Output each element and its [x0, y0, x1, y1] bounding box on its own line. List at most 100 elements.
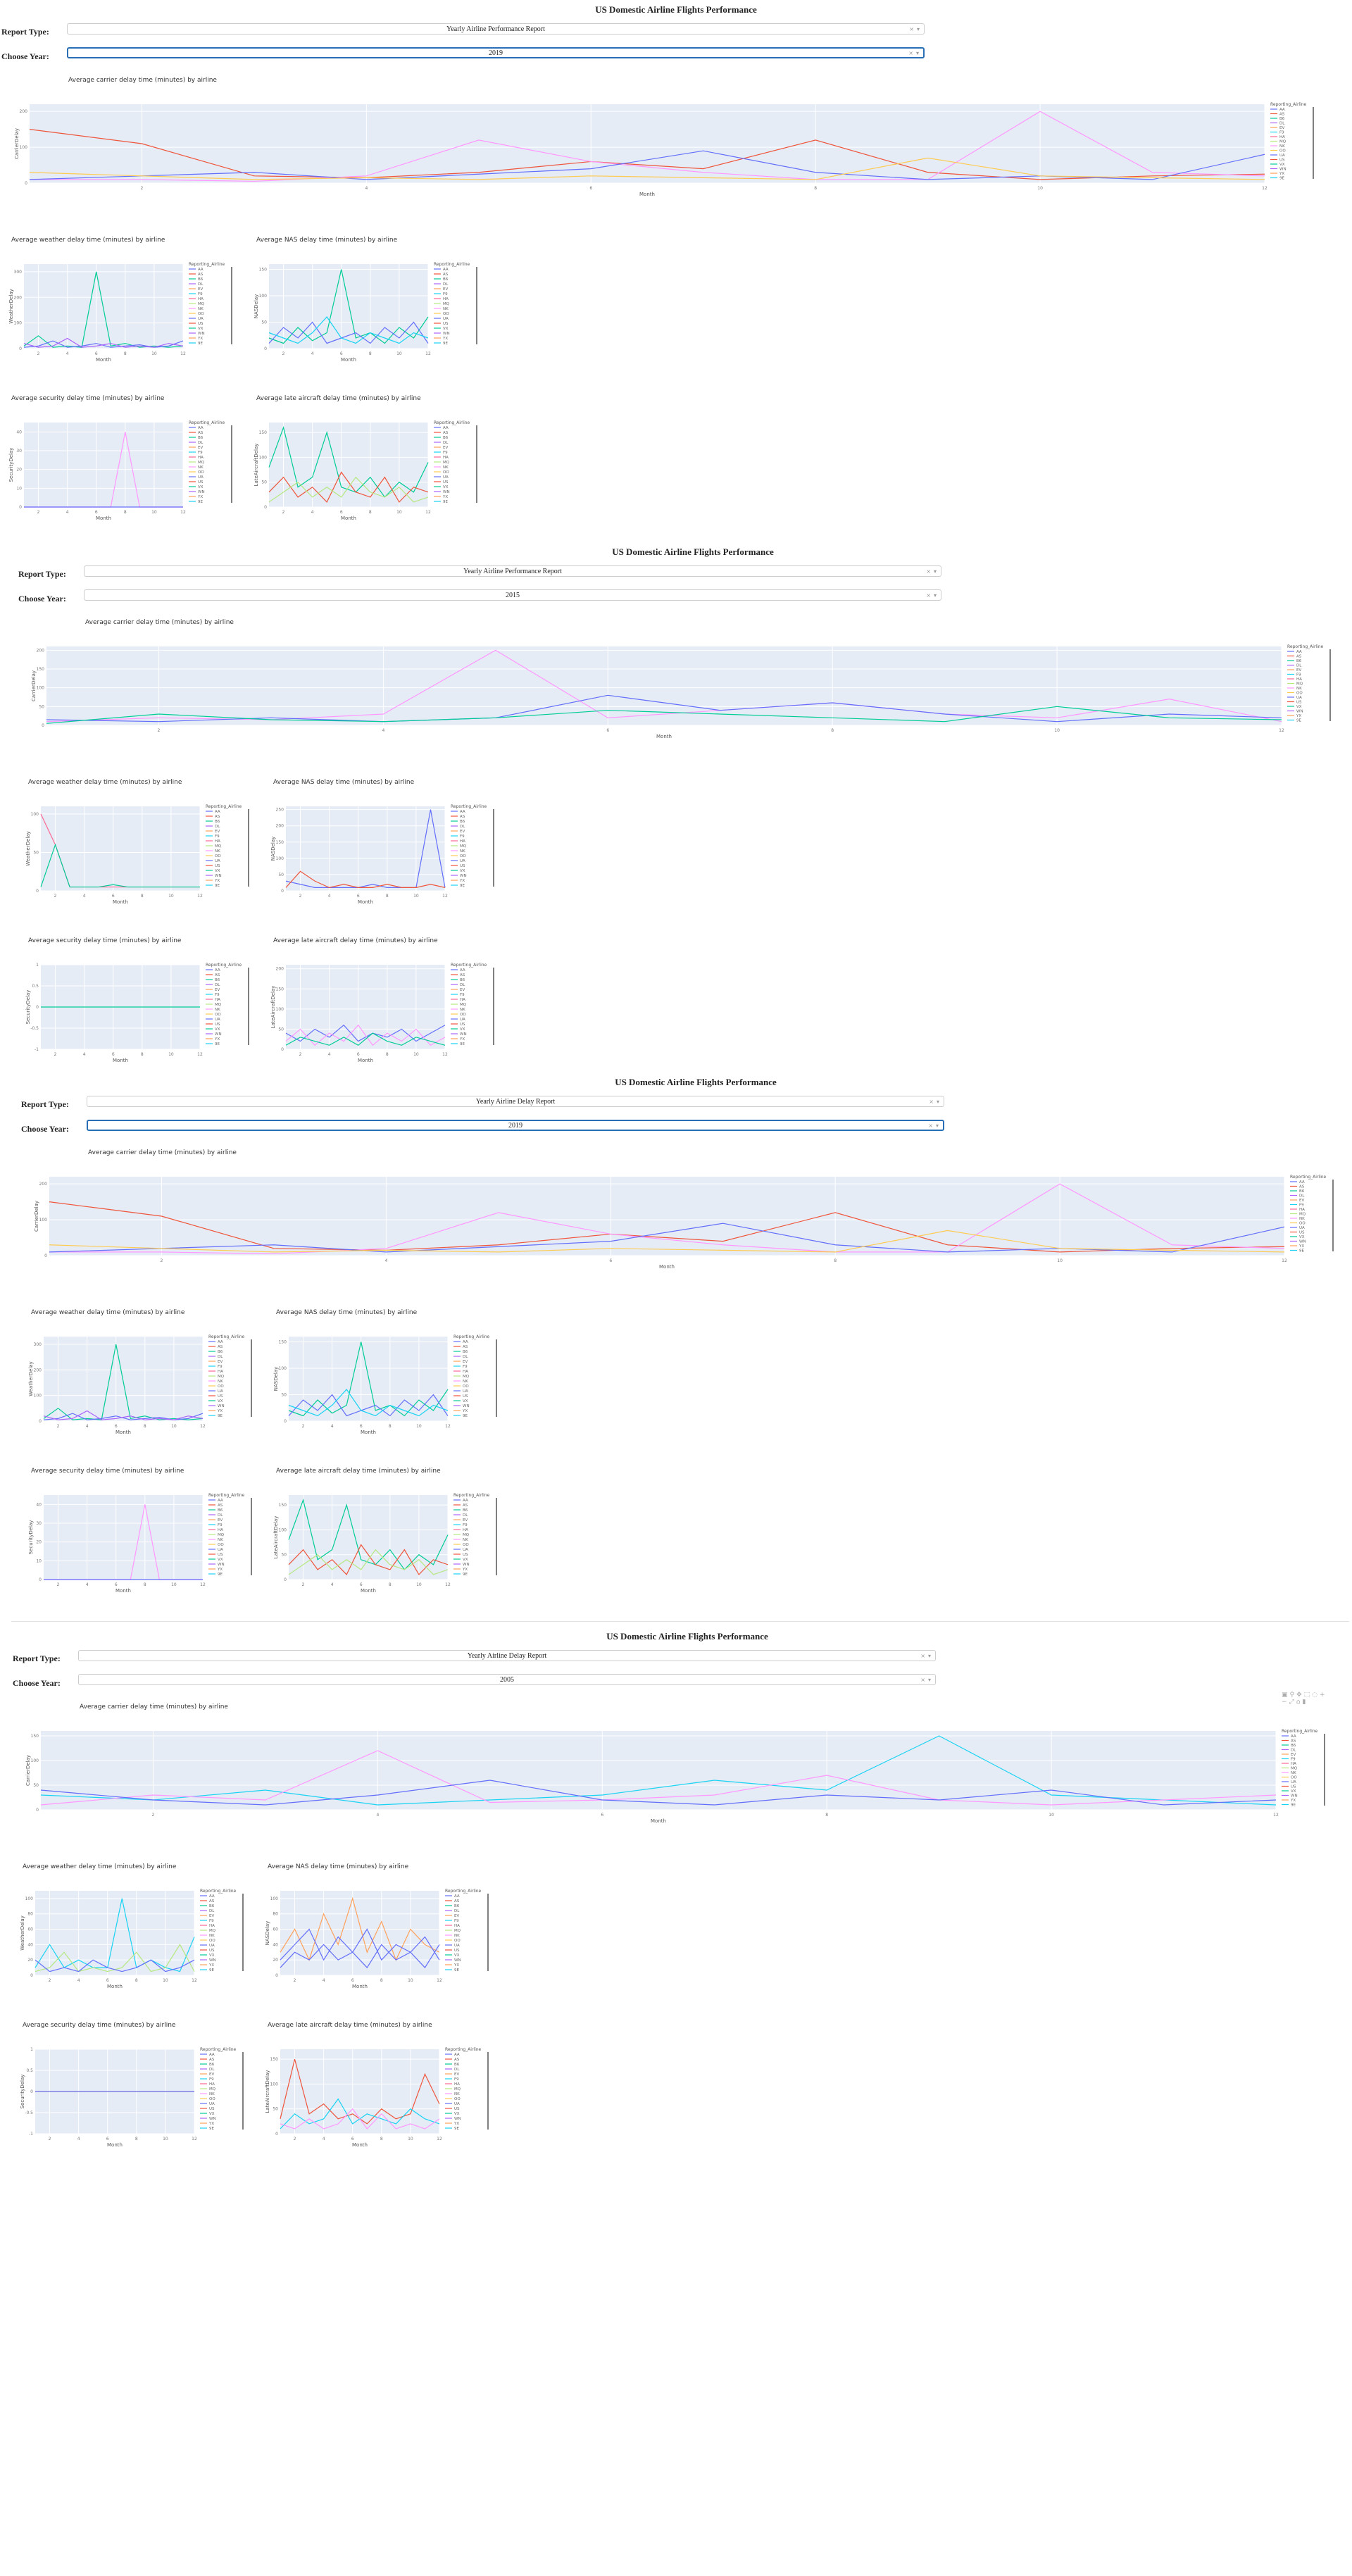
legend-item[interactable]: UA [209, 2102, 215, 2106]
legend-item[interactable]: UA [1299, 1226, 1305, 1230]
legend-item[interactable]: DL [443, 441, 449, 445]
clear-icon[interactable]: × [929, 1099, 934, 1105]
legend-item[interactable]: OO [215, 1013, 221, 1017]
legend-item[interactable]: AS [215, 815, 220, 819]
legend-item[interactable]: NK [215, 1008, 220, 1012]
legend-item[interactable]: UA [209, 1944, 215, 1948]
legend-item[interactable]: EV [463, 1518, 468, 1523]
legend-scrollbar[interactable] [251, 1339, 252, 1417]
legend-item[interactable]: US [1279, 158, 1285, 163]
legend-item[interactable]: WN [1299, 1240, 1306, 1244]
legend-item[interactable]: YX [442, 337, 448, 341]
legend-item[interactable]: NK [463, 1380, 468, 1384]
clear-icon[interactable]: × [909, 26, 914, 32]
legend-item[interactable]: B6 [443, 277, 449, 282]
legend-scrollbar[interactable] [496, 1339, 497, 1417]
legend-item[interactable]: DL [1296, 664, 1302, 668]
year-dropdown[interactable]: 2005 × ▾ [78, 1674, 936, 1685]
legend-item[interactable]: NK [463, 1538, 468, 1542]
legend-item[interactable]: 9E [1296, 719, 1301, 723]
legend-item[interactable]: HA [198, 297, 204, 301]
legend-item[interactable]: EV [209, 1914, 214, 1918]
legend-item[interactable]: YX [459, 1037, 465, 1042]
legend-item[interactable]: VX [218, 1399, 223, 1403]
series-line-oo[interactable] [49, 1230, 1285, 1253]
legend-item[interactable]: B6 [1299, 1189, 1305, 1194]
legend-item[interactable]: AA [463, 1499, 468, 1503]
legend-item[interactable]: F9 [463, 1365, 468, 1369]
series-line-f9[interactable] [40, 1735, 1277, 1806]
legend-item[interactable]: UA [198, 317, 204, 321]
legend-item[interactable]: AA [463, 1340, 468, 1344]
legend-item[interactable]: HA [198, 456, 204, 460]
legend-item[interactable]: 9E [215, 884, 220, 888]
legend-item[interactable]: UA [218, 1389, 223, 1394]
legend-item[interactable]: HA [460, 839, 465, 844]
legend-item[interactable]: HA [218, 1528, 223, 1532]
chart-carrier-delay[interactable]: Average carrier delay time (minutes) by … [25, 618, 1349, 759]
legend-item[interactable]: DL [1291, 1749, 1296, 1753]
legend-item[interactable]: HA [1299, 1208, 1305, 1212]
legend-item[interactable]: UA [218, 1548, 223, 1552]
legend-item[interactable]: YX [217, 1409, 223, 1413]
legend-item[interactable]: NK [218, 1380, 223, 1384]
chart-nas-delay[interactable]: Average NAS delay time (minutes) by airl… [265, 1863, 511, 1996]
legend-item[interactable]: US [209, 2107, 215, 2111]
legend-item[interactable]: WN [443, 332, 450, 336]
legend-item[interactable]: AS [443, 273, 449, 277]
legend-scrollbar[interactable] [493, 968, 494, 1045]
legend-item[interactable]: HA [1291, 1762, 1296, 1766]
legend-item[interactable]: YX [197, 337, 203, 341]
legend-item[interactable]: DL [218, 1513, 223, 1518]
legend-item[interactable]: AS [198, 431, 204, 435]
chart-carrier-delay[interactable]: Average carrier delay time (minutes) by … [8, 76, 1332, 217]
legend-item[interactable]: B6 [198, 277, 204, 282]
legend-item[interactable]: EV [1291, 1753, 1296, 1757]
legend-item[interactable]: OO [443, 312, 449, 316]
series-line-f9[interactable] [268, 316, 429, 344]
legend-item[interactable]: AA [198, 268, 204, 272]
legend-item[interactable]: US [454, 2107, 460, 2111]
legend-item[interactable]: UA [443, 317, 449, 321]
chart-weather-delay[interactable]: Average weather delay time (minutes) by … [20, 1863, 266, 1996]
legend-item[interactable]: DL [460, 825, 465, 829]
legend-item[interactable]: 9E [454, 2127, 459, 2131]
legend-item[interactable]: VX [215, 1027, 220, 1032]
legend-item[interactable]: VX [209, 2112, 215, 2116]
legend-item[interactable]: HA [1296, 677, 1302, 682]
legend-item[interactable]: DL [198, 282, 204, 287]
legend-item[interactable]: NK [443, 307, 449, 311]
year-dropdown[interactable]: 2019 × ▾ [67, 47, 925, 58]
legend-item[interactable]: AS [1291, 1739, 1296, 1744]
legend-item[interactable]: UA [198, 475, 204, 480]
legend-item[interactable]: AS [209, 2058, 215, 2062]
legend-item[interactable]: B6 [454, 1904, 460, 1908]
legend-item[interactable]: MQ [218, 1533, 225, 1537]
legend-item[interactable]: OO [443, 470, 449, 475]
legend-item[interactable]: HA [460, 998, 465, 1002]
legend-item[interactable]: VX [198, 485, 204, 489]
legend-item[interactable]: AS [443, 431, 449, 435]
legend-item[interactable]: AA [460, 968, 465, 973]
legend-item[interactable]: 9E [460, 1042, 465, 1046]
chart-nas-delay[interactable]: Average NAS delay time (minutes) by airl… [270, 778, 517, 912]
legend-item[interactable]: AS [1296, 655, 1302, 659]
legend-item[interactable]: 9E [209, 1968, 214, 1972]
legend-item[interactable]: OO [463, 1384, 469, 1389]
clear-icon[interactable]: × [928, 1123, 933, 1129]
legend-item[interactable]: DL [460, 983, 465, 987]
legend-item[interactable]: AA [1299, 1180, 1305, 1184]
clear-icon[interactable]: × [926, 568, 931, 575]
legend-item[interactable]: US [443, 322, 449, 326]
legend-item[interactable]: NK [460, 1008, 465, 1012]
legend-item[interactable]: US [1296, 701, 1302, 705]
clear-icon[interactable]: × [926, 592, 931, 599]
legend-item[interactable]: HA [209, 1924, 215, 1928]
legend-item[interactable]: F9 [209, 1919, 214, 1923]
legend-item[interactable]: F9 [215, 993, 220, 997]
legend-item[interactable]: MQ [1291, 1767, 1298, 1771]
legend-item[interactable]: F9 [443, 292, 448, 296]
legend-item[interactable]: HA [209, 2082, 215, 2087]
legend-item[interactable]: B6 [463, 1350, 468, 1354]
legend-item[interactable]: DL [454, 2068, 460, 2072]
